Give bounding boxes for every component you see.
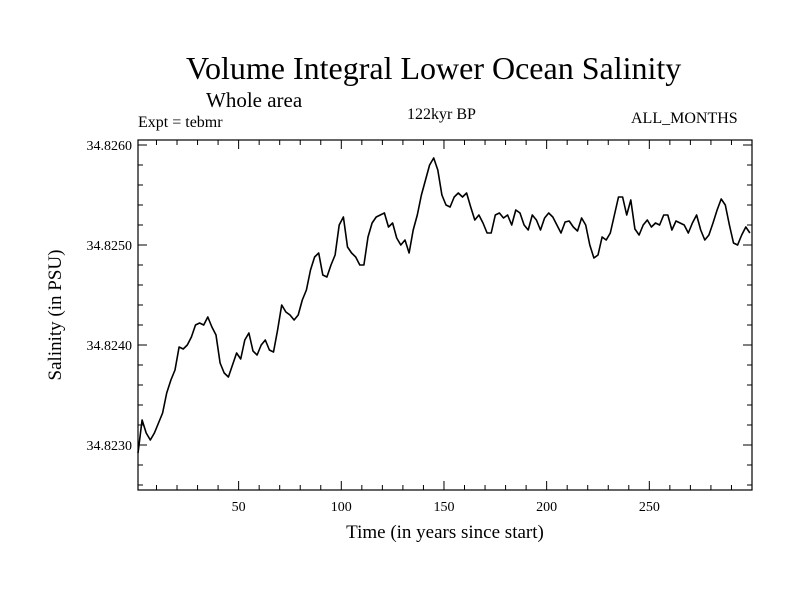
x-tick-label: 100 <box>331 500 352 515</box>
plot-frame <box>137 139 753 491</box>
chart-subtitle: Whole area <box>206 88 303 112</box>
y-tick-label: 34.8240 <box>87 339 133 354</box>
x-tick-label: 50 <box>232 500 246 515</box>
y-tick-label: 34.8250 <box>87 239 133 254</box>
y-axis-label: Salinity (in PSU) <box>45 250 66 381</box>
x-axis-label: Time (in years since start) <box>346 522 544 543</box>
y-tick-label: 34.8230 <box>87 439 133 454</box>
months-label: ALL_MONTHS <box>631 110 738 127</box>
axis-ticks <box>138 140 752 490</box>
period-label: 122kyr BP <box>407 106 476 123</box>
y-tick-label: 34.8260 <box>87 139 133 154</box>
x-tick-label: 150 <box>433 500 454 515</box>
chart-title: Volume Integral Lower Ocean Salinity <box>186 50 682 86</box>
x-tick-label: 200 <box>536 500 557 515</box>
axis-tick-labels: 50 100 150 200 250 34.8230 34.8240 34.8250 34.82… <box>87 139 660 515</box>
x-tick-label: 250 <box>639 500 660 515</box>
experiment-label: Expt = tebmr <box>138 114 223 131</box>
salinity-series-line <box>137 157 751 454</box>
